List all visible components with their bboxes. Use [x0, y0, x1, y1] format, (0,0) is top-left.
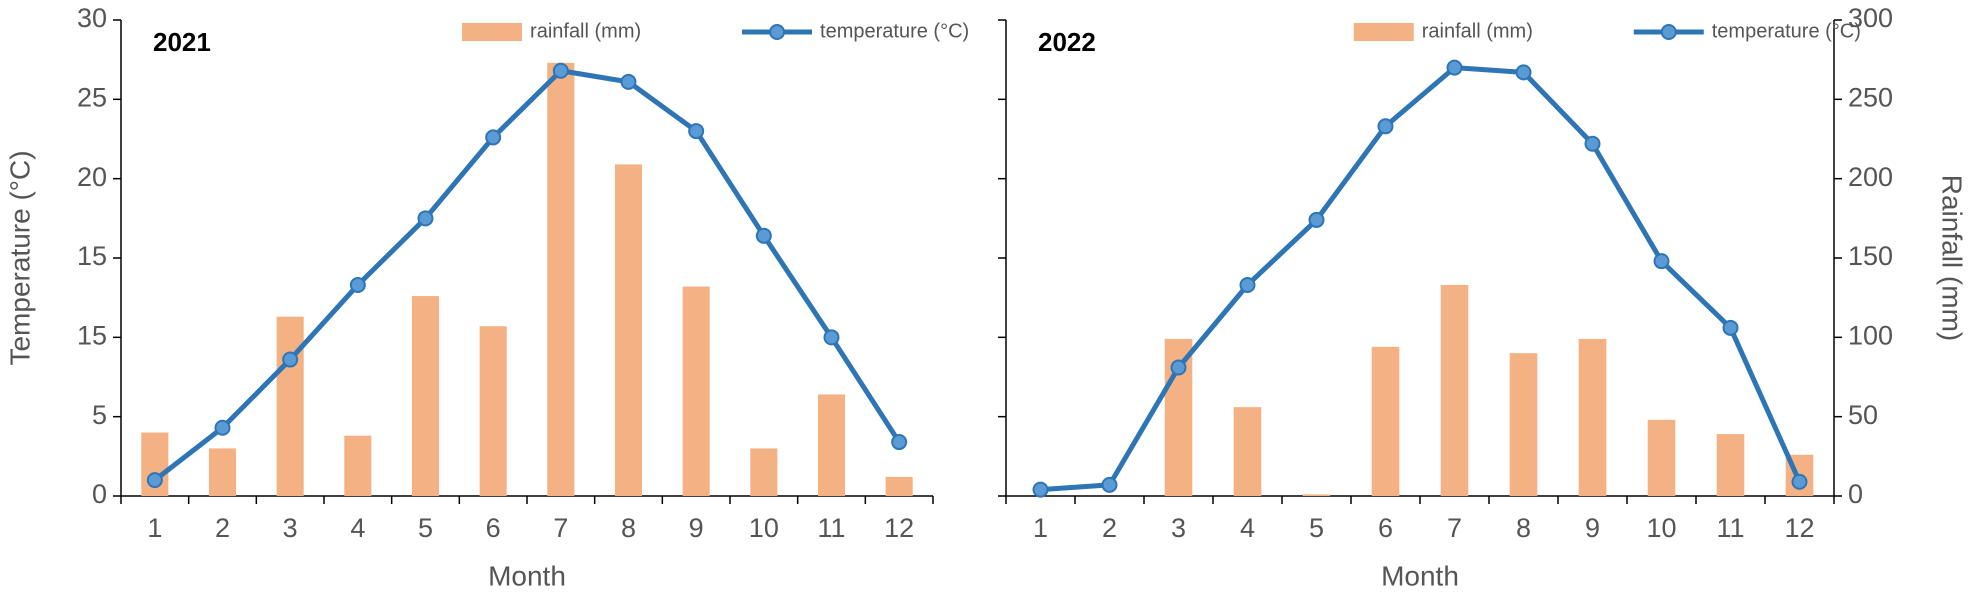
- x-tick-label: 4: [350, 513, 365, 543]
- y-tick-label: 30: [77, 3, 107, 33]
- bar: [1302, 494, 1331, 496]
- marker: [1722, 319, 1739, 336]
- x-tick-label: 8: [1516, 513, 1531, 543]
- y2-tick-label: 0: [1848, 479, 1863, 509]
- marker: [891, 434, 908, 451]
- y2-tick-label: 100: [1848, 320, 1893, 350]
- x-tick-label: 6: [486, 513, 501, 543]
- line: [153, 68, 902, 483]
- bar: [276, 316, 304, 496]
- marker: [1377, 118, 1394, 135]
- x-tick-label: 2: [215, 513, 230, 543]
- x-tick-label: 2: [1102, 513, 1117, 543]
- y-axis-title: Temperature (°C): [4, 150, 35, 365]
- y-tick-label: 20: [77, 162, 107, 192]
- legend-swatch: [462, 23, 523, 41]
- marker: [688, 123, 705, 140]
- y-tick-label: 25: [77, 82, 107, 112]
- x-tick-label: 7: [553, 513, 568, 543]
- bar: [344, 435, 372, 496]
- x-tick-label: 11: [817, 513, 845, 543]
- legend-label: temperature (°C): [1712, 20, 1861, 42]
- x-tick-label: 1: [147, 513, 162, 543]
- bar: [1371, 346, 1400, 496]
- bar: [1440, 284, 1469, 496]
- year-label: 2021: [153, 27, 211, 57]
- marker: [214, 419, 231, 436]
- legend-marker: [769, 24, 786, 40]
- x-tick-label: 8: [621, 513, 636, 543]
- marker: [1170, 359, 1187, 376]
- x-tick-label: 10: [749, 513, 779, 543]
- x-tick-label: 6: [1378, 513, 1393, 543]
- legend-swatch: [1353, 23, 1414, 41]
- x-tick-label: 12: [1784, 513, 1814, 543]
- bar: [682, 286, 710, 496]
- x-tick-label: 12: [884, 513, 914, 543]
- y-tick-label: 15: [77, 241, 107, 271]
- y-tick-label: 0: [92, 479, 107, 509]
- bar: [614, 164, 643, 497]
- legend-marker: [1660, 24, 1677, 40]
- bar: [547, 62, 575, 497]
- marker: [620, 73, 637, 90]
- y2-tick-label: 200: [1848, 162, 1893, 192]
- x-tick-label: 9: [689, 513, 704, 543]
- y2-axis-title: Rainfall (mm): [1937, 175, 1968, 341]
- y2-tick-label: 50: [1848, 400, 1878, 430]
- legend-label: rainfall (mm): [530, 20, 641, 42]
- marker: [755, 227, 772, 244]
- bar: [208, 448, 237, 496]
- x-tick-label: 9: [1585, 513, 1600, 543]
- x-tick-label: 3: [283, 513, 298, 543]
- marker: [823, 329, 840, 346]
- bar: [479, 326, 507, 496]
- marker: [1308, 211, 1325, 228]
- x-tick-label: 3: [1171, 513, 1186, 543]
- bar: [411, 296, 440, 496]
- marker: [1791, 473, 1808, 490]
- year-label: 2022: [1038, 27, 1096, 57]
- marker: [1515, 64, 1532, 81]
- legend-label: rainfall (mm): [1422, 20, 1533, 42]
- x-tick-label: 11: [1716, 513, 1744, 543]
- marker: [552, 62, 569, 79]
- y2-tick-label: 150: [1848, 241, 1893, 271]
- bar: [1233, 407, 1262, 496]
- bar: [1578, 338, 1607, 496]
- x-tick-label: 1: [1033, 513, 1048, 543]
- marker: [1032, 481, 1049, 498]
- x-axis-title: Month: [1381, 560, 1459, 591]
- x-tick-label: 5: [418, 513, 433, 543]
- bar: [1647, 419, 1676, 496]
- x-tick-label: 7: [1447, 513, 1462, 543]
- bar: [817, 394, 846, 496]
- marker: [1653, 253, 1670, 270]
- bar: [1509, 353, 1538, 496]
- line: [1040, 65, 1802, 493]
- x-tick-label: 4: [1240, 513, 1255, 543]
- y2-tick-label: 250: [1848, 82, 1893, 112]
- y2-tick-label: 300: [1848, 3, 1893, 33]
- bar: [885, 476, 913, 496]
- bar: [750, 448, 778, 496]
- marker: [1446, 59, 1463, 76]
- marker: [282, 351, 299, 368]
- y-tick-label: 15: [77, 320, 107, 350]
- x-tick-label: 10: [1646, 513, 1676, 543]
- marker: [349, 276, 366, 293]
- marker: [146, 472, 163, 489]
- marker: [1584, 135, 1601, 152]
- marker: [1101, 476, 1118, 493]
- marker: [485, 129, 502, 146]
- marker: [1239, 276, 1256, 293]
- x-axis-title: Month: [488, 560, 566, 591]
- y-tick-label: 5: [92, 400, 107, 430]
- marker: [417, 210, 434, 227]
- legend-label: temperature (°C): [820, 20, 969, 42]
- x-tick-label: 5: [1309, 513, 1324, 543]
- bar: [1716, 434, 1745, 496]
